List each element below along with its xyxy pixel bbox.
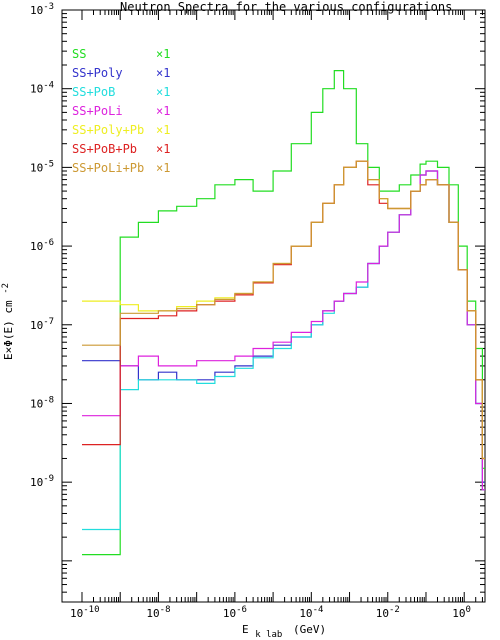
y-axis-label: E×Φ(E) cm -2 xyxy=(1,283,15,360)
y-tick-label: 10-8 xyxy=(30,395,54,410)
series-line-ss-poly xyxy=(82,170,485,483)
legend-entry-scale: ×1 xyxy=(156,161,170,175)
series-line-ss-pob xyxy=(82,170,485,531)
y-axis-ticks: 10-9 10-8 10-7 10-6 10-5 10-4 10-3 xyxy=(30,2,485,603)
legend-entry-scale: ×1 xyxy=(156,142,170,156)
legend-entry-label: SS+Poly xyxy=(72,66,123,80)
legend-entry-label: SS+PoB xyxy=(72,85,115,99)
x-tick-label: 10-10 xyxy=(70,605,100,620)
series-lines xyxy=(82,70,485,556)
x-axis-label: E k lab (GeV) xyxy=(242,623,326,640)
legend-entry-label: SS+PoLi xyxy=(72,104,123,118)
x-axis-label-unit: (GeV) xyxy=(293,623,326,636)
x-tick-label: 10-4 xyxy=(299,605,323,620)
y-tick-label: 10-3 xyxy=(30,2,54,17)
y-tick-label: 10-4 xyxy=(30,81,54,96)
y-tick-label: 10-5 xyxy=(30,159,54,174)
legend-entry-scale: ×1 xyxy=(156,104,170,118)
x-axis-ticks: 10-10 10-8 10-6 10-4 10-2 100 xyxy=(70,10,483,620)
x-tick-label: 100 xyxy=(452,605,471,620)
y-tick-label: 10-9 xyxy=(30,474,54,489)
legend-entry-scale: ×1 xyxy=(156,47,170,61)
series-line-ss xyxy=(82,70,485,556)
legend-entry-scale: ×1 xyxy=(156,66,170,80)
series-line-ss-pob-pb xyxy=(82,160,485,460)
x-tick-label: 10-6 xyxy=(223,605,247,620)
series-line-ss-poli xyxy=(82,170,485,491)
series-line-ss-poly-pb xyxy=(82,160,485,460)
y-tick-label: 10-6 xyxy=(30,238,54,253)
legend: SS ×1 SS+Poly ×1 SS+PoB ×1 SS+PoLi ×1 SS+Poly+Pb… xyxy=(72,47,170,175)
y-axis-label-sup: -2 xyxy=(1,283,11,294)
x-tick-label: 10-8 xyxy=(146,605,170,620)
legend-entry-label: SS+PoLi+Pb xyxy=(72,161,144,175)
series-line-ss-poli-pb xyxy=(82,160,485,460)
x-axis-label-main: E xyxy=(242,623,249,636)
y-tick-label: 10-7 xyxy=(30,317,54,332)
plot-frame xyxy=(61,9,486,603)
legend-entry-scale: ×1 xyxy=(156,85,170,99)
legend-entry-label: SS+Poly+Pb xyxy=(72,123,144,137)
legend-entry-label: SS+PoB+Pb xyxy=(72,142,137,156)
legend-entry-scale: ×1 xyxy=(156,123,170,137)
y-axis-label-main: E×Φ(E) cm xyxy=(2,300,15,360)
x-axis-label-sub: k lab xyxy=(255,630,282,640)
x-tick-label: 10-2 xyxy=(376,605,400,620)
chart-title: Neutron Spectra for the various configur… xyxy=(120,0,452,14)
legend-entry-label: SS xyxy=(72,47,86,61)
